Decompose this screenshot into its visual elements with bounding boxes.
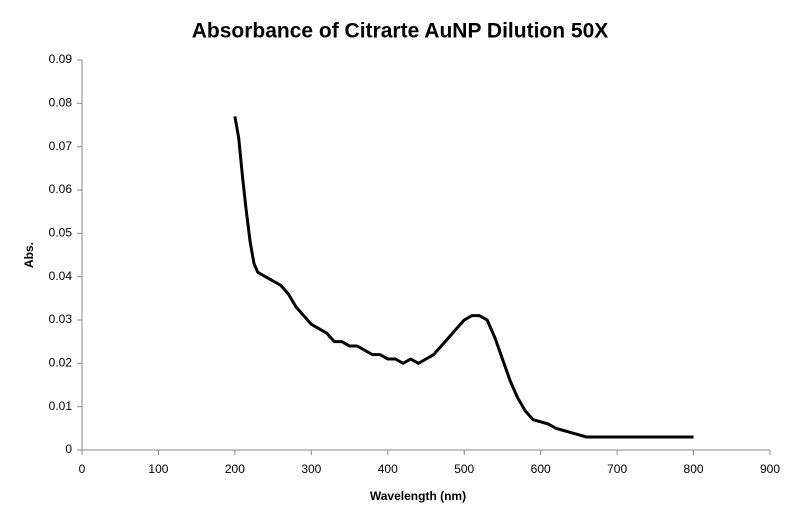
- y-tick-label: 0: [65, 442, 72, 456]
- x-tick-label: 600: [531, 462, 551, 476]
- y-tick-label: 0.04: [49, 269, 73, 283]
- y-tick-label: 0.07: [49, 139, 73, 153]
- x-tick-label: 0: [79, 462, 86, 476]
- chart-title: Absorbance of Citrarte AuNP Dilution 50X: [192, 20, 609, 43]
- x-tick-label: 300: [301, 462, 321, 476]
- x-tick-label: 200: [225, 462, 245, 476]
- y-tick-label: 0.06: [49, 182, 73, 196]
- y-tick-label: 0.05: [49, 226, 73, 240]
- y-tick-label: 0.09: [49, 52, 73, 66]
- y-tick-label: 0.03: [49, 312, 73, 326]
- data-line: [233, 116, 694, 439]
- x-tick-label: 400: [378, 462, 398, 476]
- y-tick-label: 0.02: [49, 356, 73, 370]
- x-tick-label: 800: [684, 462, 704, 476]
- x-axis-label: Wavelength (nm): [370, 489, 466, 503]
- x-tick-label: 700: [607, 462, 627, 476]
- x-tick-label: 100: [148, 462, 168, 476]
- y-tick-label: 0.01: [49, 399, 73, 413]
- x-tick-label: 900: [760, 462, 780, 476]
- y-axis-label: Abs.: [22, 242, 36, 268]
- y-tick-label: 0.08: [49, 96, 73, 110]
- x-tick-label: 500: [454, 462, 474, 476]
